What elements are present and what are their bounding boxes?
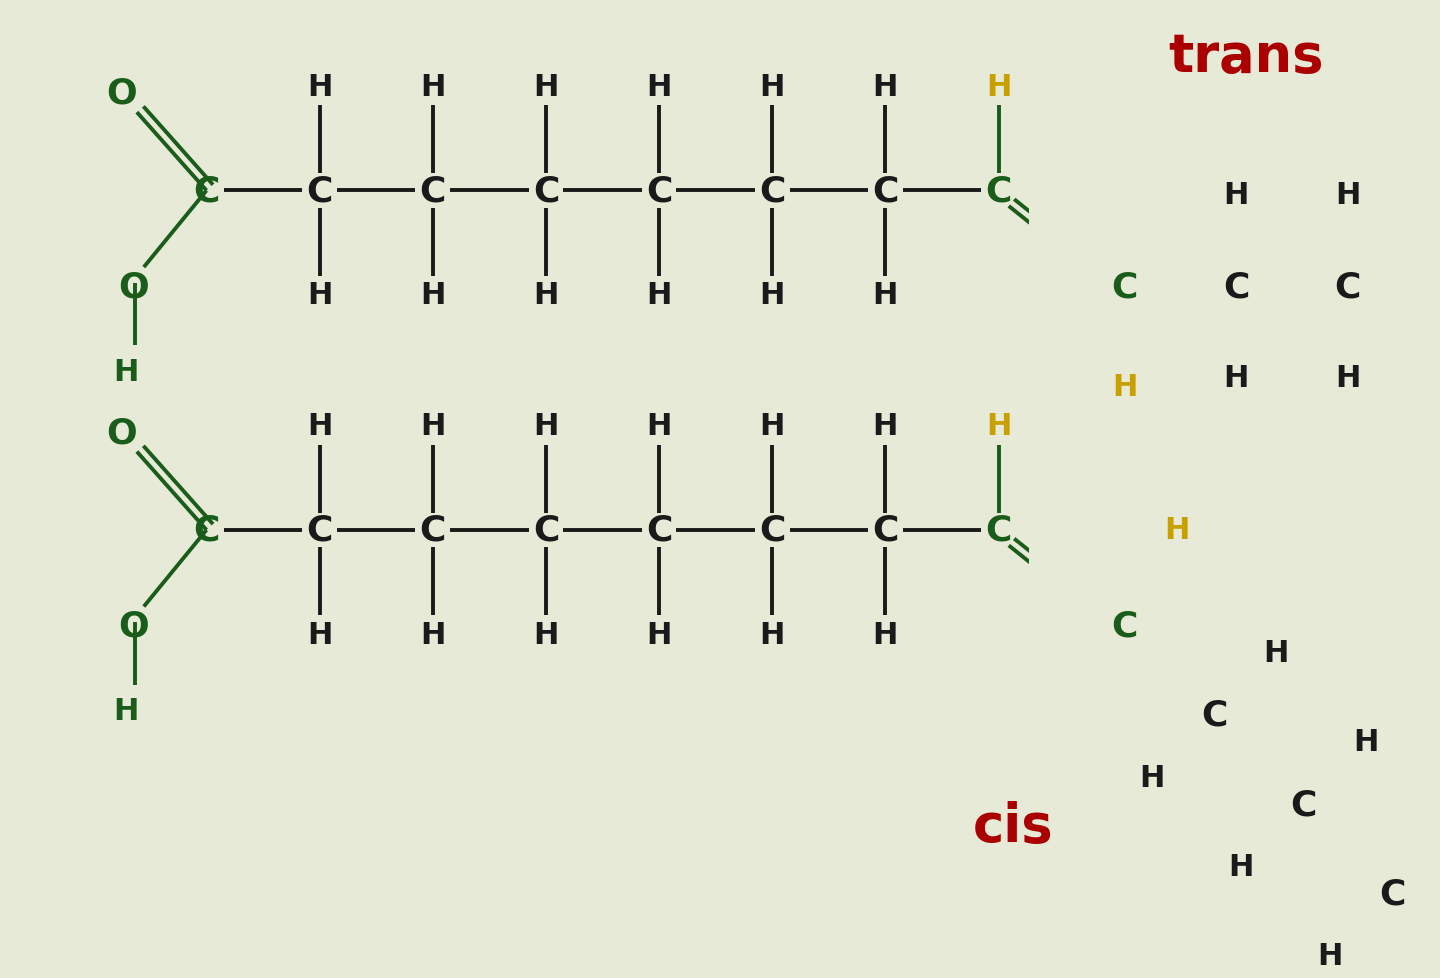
Text: C: C: [1201, 698, 1227, 733]
Text: C: C: [419, 174, 446, 208]
Text: H: H: [647, 620, 672, 649]
Text: C: C: [1223, 270, 1250, 304]
Text: H: H: [1112, 373, 1138, 401]
Text: C: C: [307, 513, 333, 548]
Text: H: H: [307, 620, 333, 649]
Text: H: H: [420, 620, 445, 649]
Text: C: C: [533, 174, 559, 208]
Text: H: H: [307, 281, 333, 310]
Text: H: H: [759, 412, 785, 440]
Text: H: H: [1264, 639, 1289, 667]
Text: C: C: [647, 513, 672, 548]
Text: H: H: [114, 358, 140, 386]
Text: C: C: [1290, 787, 1316, 822]
Text: H: H: [873, 72, 899, 102]
Text: C: C: [985, 513, 1012, 548]
Text: H: H: [114, 696, 140, 726]
Text: H: H: [1139, 763, 1164, 792]
Text: H: H: [420, 281, 445, 310]
Text: H: H: [986, 72, 1011, 102]
Text: H: H: [1354, 728, 1378, 756]
Text: C: C: [873, 513, 899, 548]
Text: H: H: [420, 72, 445, 102]
Text: trans: trans: [1168, 30, 1323, 82]
Text: C: C: [873, 174, 899, 208]
Text: H: H: [1318, 942, 1342, 970]
Text: H: H: [759, 72, 785, 102]
Text: H: H: [1335, 181, 1361, 210]
Text: H: H: [873, 412, 899, 440]
Text: H: H: [420, 412, 445, 440]
Text: H: H: [1335, 364, 1361, 393]
Text: H: H: [759, 620, 785, 649]
Text: H: H: [533, 620, 559, 649]
Text: H: H: [533, 281, 559, 310]
Text: H: H: [1224, 181, 1248, 210]
Text: C: C: [533, 513, 559, 548]
Text: H: H: [873, 620, 899, 649]
Text: O: O: [118, 609, 148, 643]
Text: C: C: [1112, 270, 1138, 304]
Text: C: C: [193, 513, 220, 548]
Text: O: O: [105, 77, 137, 111]
Text: H: H: [647, 281, 672, 310]
Text: H: H: [647, 412, 672, 440]
Text: C: C: [759, 174, 785, 208]
Text: H: H: [873, 281, 899, 310]
Text: C: C: [193, 174, 220, 208]
Text: C: C: [1335, 270, 1361, 304]
Text: H: H: [759, 281, 785, 310]
Text: C: C: [647, 174, 672, 208]
Text: H: H: [986, 412, 1011, 440]
Text: H: H: [533, 72, 559, 102]
Text: H: H: [307, 412, 333, 440]
Text: cis: cis: [972, 800, 1053, 852]
Text: H: H: [533, 412, 559, 440]
Text: C: C: [1380, 876, 1405, 911]
Text: H: H: [1228, 852, 1253, 881]
Text: C: C: [419, 513, 446, 548]
Text: H: H: [647, 72, 672, 102]
Text: O: O: [105, 416, 137, 450]
Text: H: H: [1165, 515, 1189, 545]
Text: H: H: [307, 72, 333, 102]
Text: O: O: [118, 270, 148, 304]
Text: C: C: [759, 513, 785, 548]
Text: C: C: [985, 174, 1012, 208]
Text: C: C: [1112, 609, 1138, 643]
Text: H: H: [1224, 364, 1248, 393]
Text: C: C: [307, 174, 333, 208]
